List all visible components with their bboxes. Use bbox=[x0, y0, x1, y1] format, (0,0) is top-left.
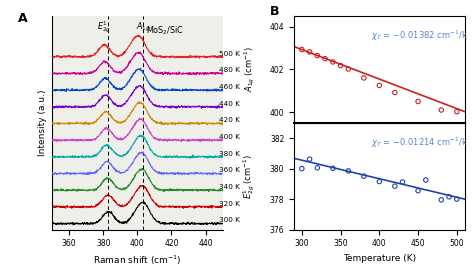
Point bbox=[422, 178, 429, 182]
Text: $A_{1g}$: $A_{1g}$ bbox=[136, 21, 151, 34]
Y-axis label: $A_{1g}$ (cm$^{-1}$): $A_{1g}$ (cm$^{-1}$) bbox=[242, 46, 256, 92]
Text: 460 K: 460 K bbox=[219, 84, 240, 90]
Point bbox=[298, 48, 306, 52]
Point bbox=[414, 189, 422, 193]
Point bbox=[337, 64, 345, 68]
Point bbox=[438, 108, 445, 112]
Text: 300 K: 300 K bbox=[219, 217, 240, 223]
Y-axis label: $E^{1}_{2g}$ (cm$^{-1}$): $E^{1}_{2g}$ (cm$^{-1}$) bbox=[241, 154, 256, 199]
Point bbox=[391, 184, 399, 188]
Text: 480 K: 480 K bbox=[219, 67, 240, 73]
Point bbox=[375, 83, 383, 88]
Text: 440 K: 440 K bbox=[219, 101, 240, 107]
Text: A: A bbox=[18, 12, 27, 25]
Point bbox=[306, 50, 313, 54]
Point bbox=[414, 99, 422, 104]
Point bbox=[298, 166, 306, 171]
Text: 500 K: 500 K bbox=[219, 51, 240, 57]
Point bbox=[453, 109, 461, 114]
Text: 360 K: 360 K bbox=[219, 167, 240, 174]
Y-axis label: Intensity (a.u.): Intensity (a.u.) bbox=[37, 89, 46, 156]
Point bbox=[360, 76, 368, 80]
Text: 420 K: 420 K bbox=[219, 117, 240, 123]
Point bbox=[329, 166, 337, 170]
Point bbox=[438, 198, 445, 202]
X-axis label: Raman shift (cm$^{-1}$): Raman shift (cm$^{-1}$) bbox=[93, 254, 182, 267]
Point bbox=[375, 179, 383, 184]
Point bbox=[445, 195, 453, 199]
Point bbox=[345, 169, 352, 173]
Point bbox=[329, 60, 337, 64]
X-axis label: Temperature (K): Temperature (K) bbox=[343, 254, 416, 263]
Point bbox=[453, 197, 461, 201]
Point bbox=[306, 157, 313, 161]
Text: 320 K: 320 K bbox=[219, 201, 240, 207]
Point bbox=[399, 180, 406, 184]
Point bbox=[314, 166, 321, 170]
Point bbox=[360, 174, 368, 178]
Text: 400 K: 400 K bbox=[219, 134, 240, 140]
Text: B: B bbox=[270, 5, 280, 18]
Point bbox=[345, 67, 352, 71]
Text: MoS$_2$/SiC: MoS$_2$/SiC bbox=[146, 24, 183, 37]
Text: 380 K: 380 K bbox=[219, 151, 240, 157]
Point bbox=[321, 57, 329, 61]
Text: $\chi_T$ = −0.01214 cm$^{-1}$/k: $\chi_T$ = −0.01214 cm$^{-1}$/k bbox=[371, 136, 468, 150]
Point bbox=[391, 90, 399, 95]
Point bbox=[314, 53, 321, 58]
Text: $\chi_T$ = −0.01382 cm$^{-1}$/k: $\chi_T$ = −0.01382 cm$^{-1}$/k bbox=[371, 29, 468, 43]
Text: 340 K: 340 K bbox=[219, 184, 240, 190]
Text: $E^{1}_{2g}$: $E^{1}_{2g}$ bbox=[97, 19, 111, 35]
